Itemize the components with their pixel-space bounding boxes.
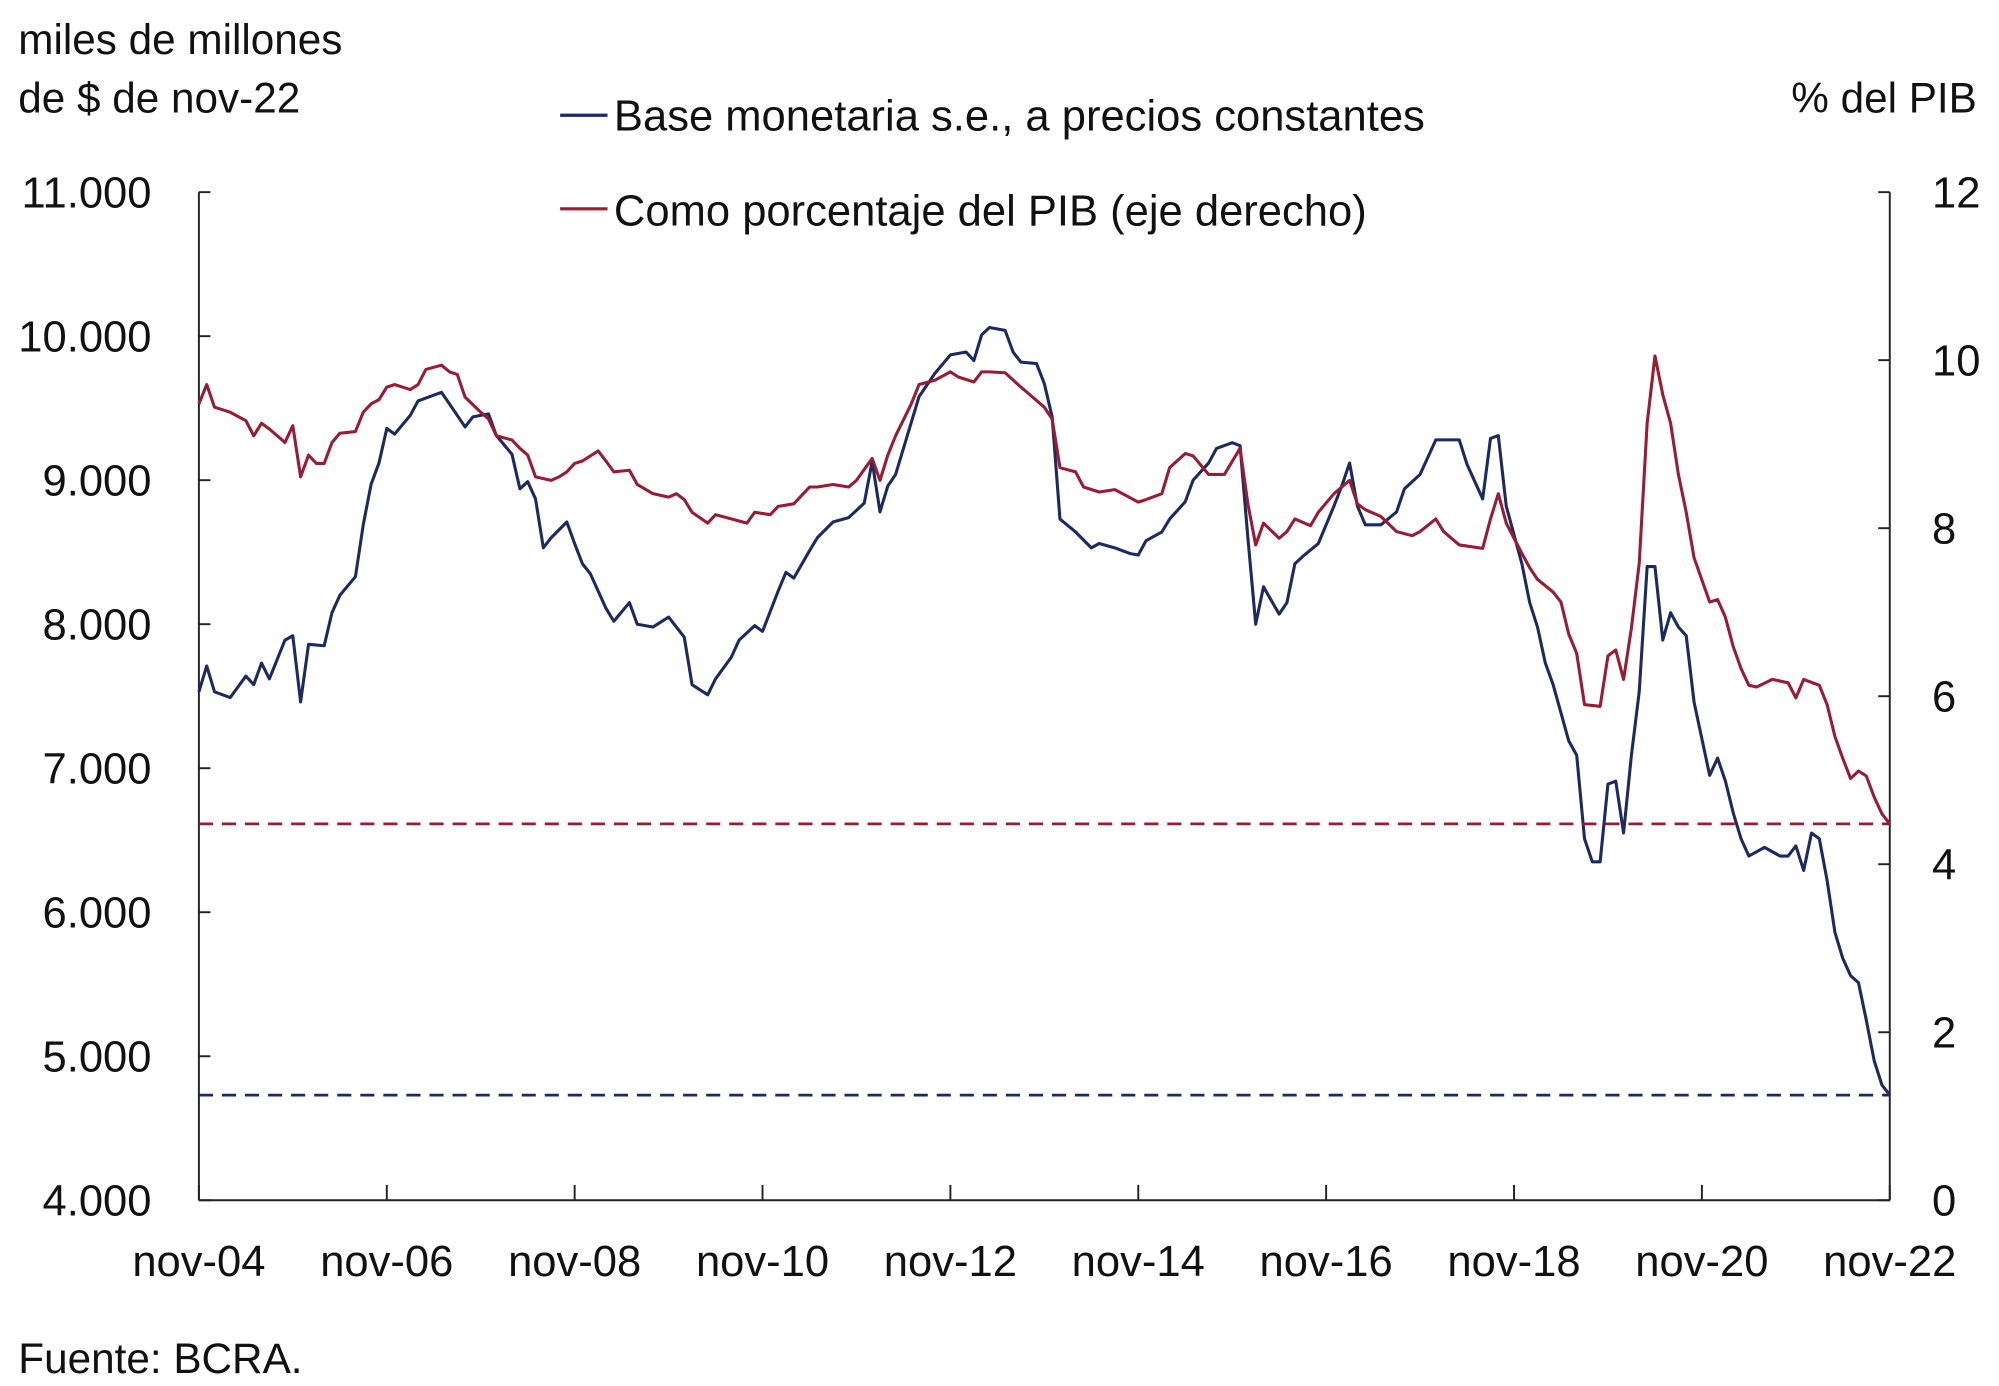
axes: 4.000 5.000 6.000 7.000 8.000 9.000 10.000 11.0… <box>18 170 1980 1286</box>
right-tick-label: 12 <box>1932 170 1980 218</box>
x-tick-label: nov-20 <box>1635 1238 1768 1286</box>
right-tick-label: 10 <box>1932 338 1980 386</box>
x-tick-label: nov-22 <box>1823 1238 1956 1286</box>
series-line-1 <box>197 354 1891 825</box>
x-tick-label: nov-06 <box>320 1238 453 1286</box>
left-tick-label: 9.000 <box>43 458 152 506</box>
right-tick-label: 6 <box>1932 674 1956 722</box>
source-note: Fuente: BCRA. <box>18 1335 302 1382</box>
legend-label-pib: Como porcentaje del PIB (eje derecho) <box>614 187 1367 235</box>
x-tick-label: nov-14 <box>1072 1238 1205 1286</box>
right-axis-label: % del PIB <box>1791 75 1977 122</box>
right-tick-label: 8 <box>1932 506 1956 554</box>
left-tick-label: 8.000 <box>43 602 152 650</box>
left-tick-label: 11.000 <box>22 170 152 218</box>
legend-label-base-monetaria: Base monetaria s.e., a precios constante… <box>614 93 1425 141</box>
right-tick-label: 2 <box>1932 1010 1956 1058</box>
x-tick-label: nov-04 <box>132 1238 265 1286</box>
x-tick-label: nov-12 <box>884 1238 1017 1286</box>
x-tick-label: nov-16 <box>1260 1238 1393 1286</box>
right-tick-label: 4 <box>1932 842 1956 890</box>
x-tick-label: nov-10 <box>696 1238 829 1286</box>
left-axis-label-line2: de $ de nov-22 <box>18 75 300 122</box>
left-tick-label: 5.000 <box>43 1034 152 1082</box>
left-tick-label: 10.000 <box>18 314 151 362</box>
plot-area <box>197 326 1891 1097</box>
left-tick-label: 6.000 <box>43 890 152 938</box>
right-tick-label: 0 <box>1932 1178 1956 1226</box>
left-tick-label: 4.000 <box>43 1178 152 1226</box>
x-tick-label: nov-18 <box>1447 1238 1580 1286</box>
x-tick-label: nov-08 <box>508 1238 641 1286</box>
legend: Base monetaria s.e., a precios constante… <box>560 93 1425 235</box>
left-axis-label-line1: miles de millones <box>18 16 342 63</box>
left-tick-label: 7.000 <box>43 746 152 794</box>
series-line-0 <box>197 326 1891 1097</box>
